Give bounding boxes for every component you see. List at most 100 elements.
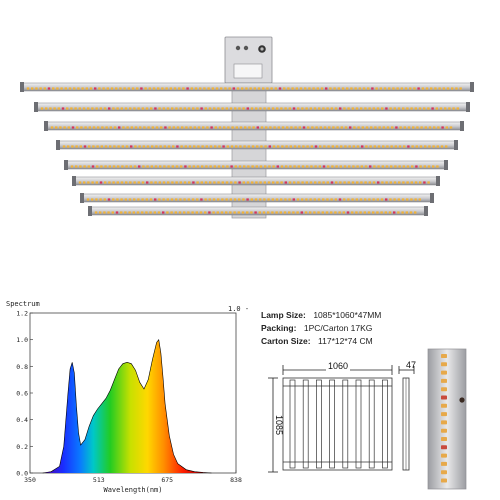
led-chip	[301, 181, 304, 184]
led-chip	[91, 181, 94, 184]
led-chip	[224, 87, 227, 90]
led-chip	[280, 107, 283, 110]
led-chip	[267, 107, 270, 110]
led-chip	[179, 198, 182, 201]
led-chip	[234, 181, 237, 184]
led-chip	[360, 165, 363, 168]
led-chip	[428, 145, 431, 148]
led-chip	[315, 126, 318, 129]
led-chip	[145, 211, 148, 214]
led-chip	[377, 165, 380, 168]
led-chip	[436, 165, 439, 168]
led-chip	[313, 211, 316, 214]
led-chip	[388, 211, 392, 214]
led-chip	[225, 107, 228, 110]
led-chip	[154, 181, 157, 184]
led-chip	[325, 211, 329, 214]
led-chip	[427, 107, 430, 110]
led-chip	[137, 107, 140, 110]
led-chip	[133, 107, 136, 110]
led-chip	[180, 145, 183, 148]
led-chip	[146, 145, 150, 148]
led-chip	[298, 145, 301, 148]
led-chip	[86, 198, 90, 201]
side-led-chip	[441, 387, 447, 392]
led-chip	[138, 165, 141, 168]
led-chip	[212, 211, 215, 214]
led-chip	[160, 126, 163, 129]
led-chip	[437, 126, 440, 129]
led-chip	[188, 181, 191, 184]
led-chip	[217, 181, 220, 184]
led-chip	[285, 145, 288, 148]
led-chip	[354, 87, 357, 90]
led-chip	[60, 87, 63, 90]
y-tick-label: 0.0	[16, 470, 28, 478]
led-chip	[75, 145, 78, 148]
led-chip	[130, 145, 133, 148]
led-chip	[430, 87, 433, 90]
led-chip	[153, 211, 156, 214]
led-chip	[98, 87, 101, 90]
led-chip	[274, 87, 277, 90]
led-chip	[167, 165, 170, 168]
led-chip	[128, 211, 131, 214]
led-chip	[158, 198, 161, 201]
led-chip	[91, 107, 94, 110]
led-chip	[100, 165, 103, 168]
led-chip	[259, 107, 262, 110]
led-chip	[138, 145, 141, 148]
side-led-chip	[441, 428, 447, 433]
led-chip	[402, 181, 405, 184]
led-chip	[414, 198, 417, 201]
led-chip	[162, 181, 166, 184]
led-chip	[402, 165, 405, 168]
led-chip	[412, 126, 415, 129]
led-chip	[95, 198, 98, 201]
led-chip	[213, 181, 216, 184]
led-chip	[416, 126, 419, 129]
led-chip	[229, 107, 233, 110]
led-chip	[166, 107, 170, 110]
y-tick-label: 0.8	[16, 363, 28, 371]
led-chip	[55, 126, 58, 129]
led-chip	[293, 145, 297, 148]
led-chip	[339, 165, 342, 168]
led-chip	[280, 181, 283, 184]
led-chip	[202, 126, 205, 129]
led-chip	[356, 145, 360, 148]
led-chip	[297, 165, 300, 168]
carton-label: Carton Size:	[261, 336, 311, 346]
led-chip	[254, 211, 257, 214]
led-chip	[59, 126, 62, 129]
led-chip	[418, 107, 422, 110]
led-chip	[339, 181, 342, 184]
led-chip	[226, 145, 229, 148]
led-chip	[184, 145, 187, 148]
led-chip	[257, 87, 261, 90]
led-chip	[372, 198, 375, 201]
led-chip	[218, 126, 222, 129]
led-chip	[272, 165, 275, 168]
led-chip	[242, 198, 245, 201]
spectrum-line	[42, 338, 212, 474]
led-chip	[123, 87, 126, 90]
led-chip	[103, 211, 106, 214]
led-chip	[297, 181, 300, 184]
led-chip	[95, 181, 98, 184]
led-chip	[305, 198, 308, 201]
led-chip	[246, 181, 250, 184]
led-chip	[299, 87, 303, 90]
led-chip	[196, 198, 199, 201]
led-chip	[133, 198, 136, 201]
led-chip	[439, 107, 443, 110]
led-chip	[411, 165, 414, 168]
led-chip	[238, 181, 241, 184]
led-chip	[377, 181, 380, 184]
led-chip	[124, 211, 127, 214]
led-chip	[418, 198, 421, 201]
led-chip	[120, 211, 123, 214]
led-chip	[134, 126, 138, 129]
led-chip	[346, 87, 349, 90]
led-chip	[74, 107, 77, 110]
